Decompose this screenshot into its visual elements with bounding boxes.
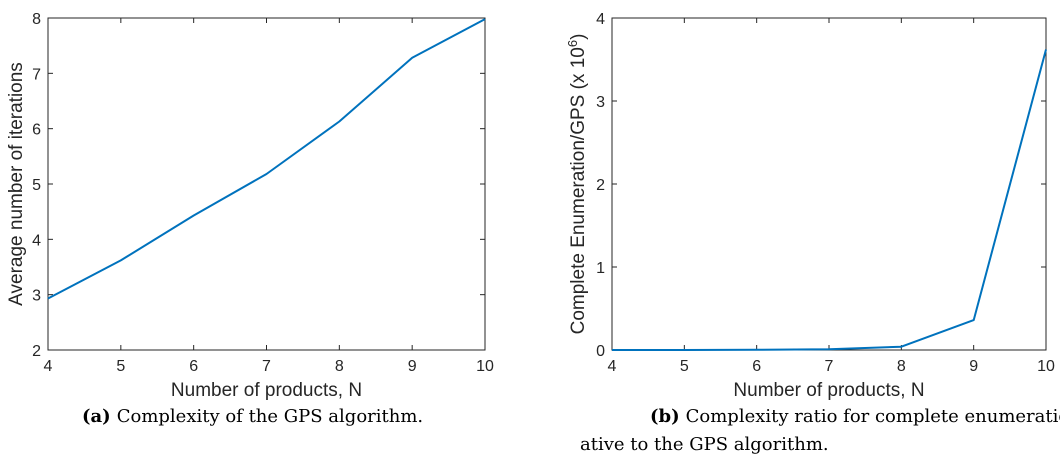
x-tick-label: 9 bbox=[408, 358, 417, 375]
axes-box bbox=[47, 17, 486, 351]
caption-b: (b) Complexity ratio for complete enumera… bbox=[650, 404, 1060, 430]
y-tick-label: 4 bbox=[596, 11, 605, 28]
x-tick-label: 6 bbox=[752, 358, 761, 375]
y-tick-label: 3 bbox=[596, 94, 605, 111]
x-tick-label: 5 bbox=[116, 358, 125, 375]
caption-b-text-2: ative to the GPS algorithm. bbox=[580, 434, 829, 455]
caption-a: (a) Complexity of the GPS algorithm. bbox=[82, 404, 423, 430]
y-tick-label: 6 bbox=[32, 122, 41, 139]
x-tick-label: 10 bbox=[476, 358, 494, 375]
y-axis-label-suffix: ) bbox=[568, 34, 589, 40]
y-tick-label: 0 bbox=[596, 343, 605, 360]
y-tick-label: 2 bbox=[596, 177, 605, 194]
y-axis-label: Complete Enumeration/GPS (x 106) bbox=[565, 34, 590, 335]
y-tick-label: 4 bbox=[32, 232, 41, 249]
x-tick-label: 6 bbox=[189, 358, 198, 375]
x-tick-label: 5 bbox=[680, 358, 689, 375]
series-line bbox=[47, 18, 486, 300]
y-tick-label: 2 bbox=[32, 343, 41, 360]
x-tick-label: 8 bbox=[897, 358, 906, 375]
x-tick-label: 7 bbox=[262, 358, 271, 375]
caption-b-text: Complexity ratio for complete enumeratio… bbox=[685, 406, 1060, 427]
y-tick-label: 3 bbox=[32, 288, 41, 305]
x-tick-label: 9 bbox=[969, 358, 978, 375]
x-tick-label: 4 bbox=[608, 358, 617, 375]
x-axis-label: Number of products, N bbox=[171, 380, 362, 400]
y-axis-label: Average number of iterations bbox=[6, 62, 27, 306]
caption-a-tag: (a) bbox=[82, 406, 111, 427]
x-tick-label: 8 bbox=[335, 358, 344, 375]
y-tick-label: 1 bbox=[596, 260, 605, 277]
y-tick-label: 7 bbox=[32, 66, 41, 83]
y-tick-label: 5 bbox=[32, 177, 41, 194]
series-line bbox=[612, 49, 1047, 351]
axes-box bbox=[611, 17, 1047, 351]
x-tick-label: 7 bbox=[825, 358, 834, 375]
x-tick-label: 4 bbox=[44, 358, 53, 375]
caption-b-tag: (b) bbox=[650, 406, 680, 427]
y-axis-label-exponent: 6 bbox=[565, 40, 580, 47]
plot-b: 4 5 6 7 8 9 10 0 1 2 3 4 Number of products, N Comple… bbox=[565, 11, 1056, 400]
x-tick-label: 10 bbox=[1037, 358, 1055, 375]
caption-b-line2: ative to the GPS algorithm. bbox=[580, 432, 829, 458]
caption-a-text: Complexity of the GPS algorithm. bbox=[116, 406, 424, 427]
y-tick-label: 8 bbox=[32, 11, 41, 28]
plot-a: 4 5 6 7 8 9 10 2 3 4 5 6 7 8 Number of products, N Aver… bbox=[6, 11, 494, 400]
x-axis-label: Number of products, N bbox=[733, 380, 924, 400]
